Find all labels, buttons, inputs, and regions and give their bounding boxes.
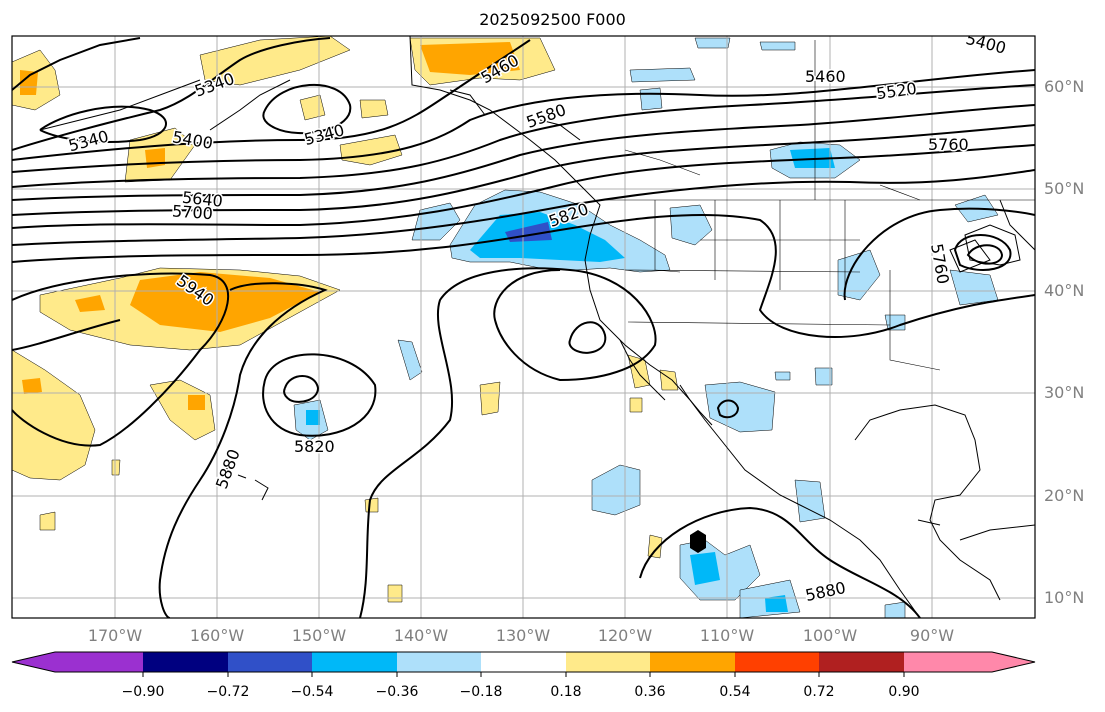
colorbar-tick-label: 0.18 — [550, 684, 582, 700]
colorbar-tick-label: 0.54 — [719, 684, 751, 700]
colorbar-segment — [735, 652, 819, 672]
latitude-label: 30°N — [1044, 383, 1085, 402]
colorbar-segment — [819, 652, 904, 672]
colorbar-segment — [904, 652, 992, 672]
longitude-label: 170°W — [87, 626, 143, 645]
longitude-label: 150°W — [291, 626, 347, 645]
colorbar-segment — [397, 652, 481, 672]
colorbar-segment — [481, 652, 566, 672]
colorbar-segment — [312, 652, 397, 672]
contour-label: 5520 — [875, 79, 918, 103]
colorbar-segment — [566, 652, 650, 672]
colorbar-segment — [650, 652, 735, 672]
map-frame — [11, 35, 1036, 619]
longitude-label: 160°W — [189, 626, 245, 645]
colorbar-tick-label: 0.72 — [803, 684, 835, 700]
colorbar-min-arrow — [12, 652, 55, 672]
colorbar-tick-label: −0.36 — [375, 684, 419, 700]
latitude-label: 60°N — [1044, 77, 1085, 96]
colorbar — [11, 651, 1036, 677]
cyclone-marker — [690, 530, 706, 553]
colorbar-max-arrow — [992, 652, 1035, 672]
contour-label: 5640 — [181, 188, 223, 211]
colorbar-tick-label: −0.90 — [121, 684, 165, 700]
latitude-label: 40°N — [1044, 281, 1085, 300]
contour-label: 5820 — [294, 437, 335, 456]
colorbar-tick-label: −0.18 — [459, 684, 503, 700]
longitude-label: 120°W — [597, 626, 653, 645]
longitude-label: 130°W — [495, 626, 551, 645]
longitude-label: 90°W — [909, 626, 955, 645]
state-borders — [600, 40, 1035, 371]
colorbar-tick-label: 0.90 — [888, 684, 920, 700]
contour-label: 5760 — [928, 135, 969, 154]
longitude-label: 110°W — [699, 626, 755, 645]
colorbar-segment — [55, 652, 143, 672]
colorbar-outline — [11, 651, 1036, 673]
coastlines — [39, 36, 1035, 618]
contour-label: 5460 — [805, 67, 846, 86]
colorbar-segment — [143, 652, 228, 672]
colorbar-tick-label: −0.72 — [206, 684, 250, 700]
colorbar-tick-label: −0.54 — [290, 684, 334, 700]
height-contours — [12, 37, 1035, 618]
colorbar-segment — [228, 652, 312, 672]
longitude-label: 140°W — [393, 626, 449, 645]
latitude-label: 50°N — [1044, 179, 1085, 198]
contour-label: 5700 — [171, 201, 213, 223]
latitude-label: 20°N — [1044, 486, 1085, 505]
map-title: 2025092500 F000 — [479, 10, 626, 29]
colorbar-tick-label: 0.36 — [634, 684, 666, 700]
latitude-label: 10°N — [1044, 588, 1085, 607]
longitude-label: 100°W — [802, 626, 858, 645]
